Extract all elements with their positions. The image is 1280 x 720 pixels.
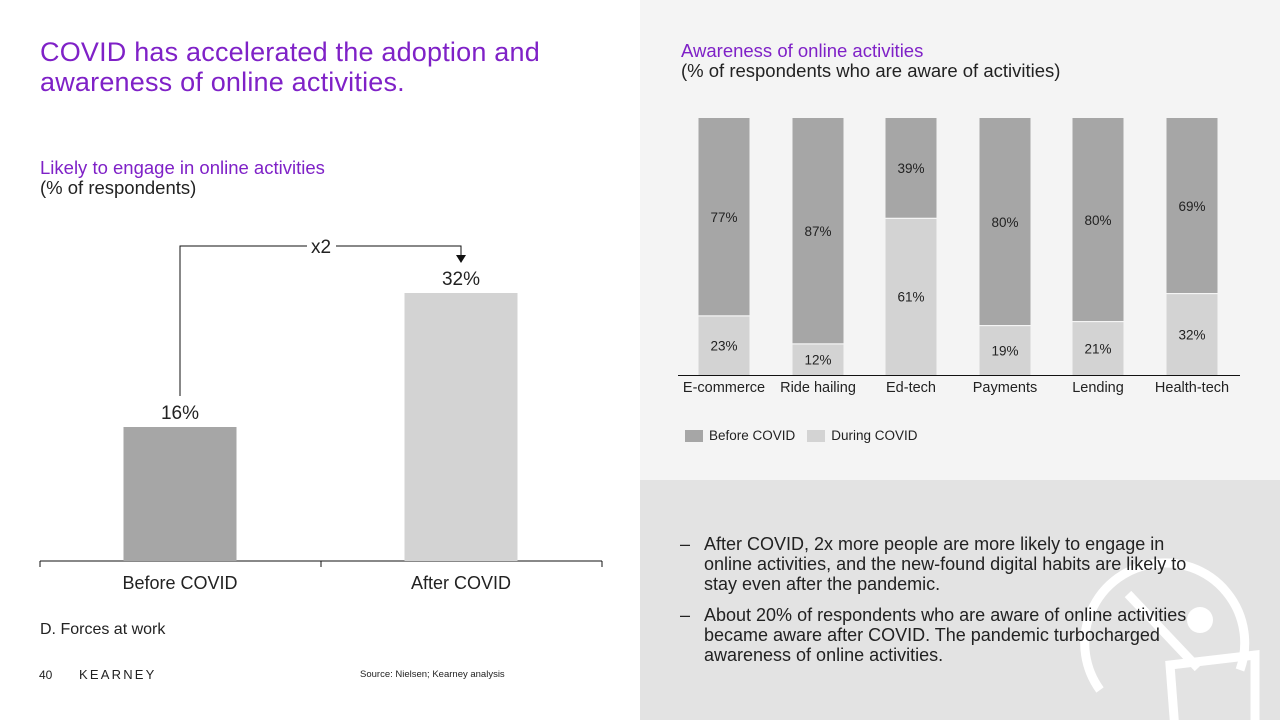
stacked-bar-chart: 77% 23% E-commerce 87% 12% Ride hailing 39% 61%… — [678, 118, 1240, 396]
left-category-label: After COVID — [411, 573, 511, 593]
x2-arrowhead — [456, 255, 466, 263]
section-label: D. Forces at work — [40, 621, 166, 638]
left-bar-value-label: 16% — [161, 403, 199, 424]
value-label-during: 19% — [991, 343, 1018, 358]
left-bar-value-label: 32% — [442, 269, 480, 290]
category-label: Payments — [973, 380, 1037, 396]
value-label-before: 39% — [897, 161, 924, 176]
category-label: Ed-tech — [886, 380, 936, 396]
legend-label-before: Before COVID — [709, 428, 796, 443]
left-bar — [404, 293, 518, 561]
value-label-during: 21% — [1084, 341, 1111, 356]
left-panel: COVID has accelerated the adoption and a… — [39, 37, 603, 682]
category-label: E-commerce — [683, 380, 765, 396]
bar-segment-before — [1166, 118, 1218, 294]
right-chart-subtitle: (% of respondents who are aware of activ… — [681, 60, 1061, 81]
value-label-before: 69% — [1178, 199, 1205, 214]
bar-segment-during — [1072, 321, 1124, 375]
bar-segment-before — [885, 118, 937, 219]
category-label: Lending — [1072, 380, 1124, 396]
bar-segment-before — [792, 118, 844, 344]
legend-item-during: During COVID — [807, 428, 918, 443]
legend-label-during: During COVID — [831, 428, 918, 443]
legend-swatch-during — [807, 429, 826, 442]
right-chart-heading: Awareness of online activities (% of res… — [681, 41, 1060, 81]
bar-segment-before — [698, 118, 750, 316]
bar-segment-during — [1166, 293, 1218, 375]
source-note: Source: Nielsen; Kearney analysis — [360, 669, 505, 680]
legend-item-before: Before COVID — [685, 428, 795, 443]
value-label-before: 80% — [991, 215, 1018, 230]
x2-connector — [179, 245, 462, 396]
left-chart-heading: Likely to engage in online activities (%… — [40, 158, 325, 198]
right-chart-title: Awareness of online activities — [681, 40, 924, 61]
takeaway-item: – About 20% of respondents who are aware … — [680, 605, 1187, 665]
bar-segment-before — [979, 118, 1031, 326]
left-bar — [123, 427, 237, 561]
page-number: 40 — [39, 668, 53, 682]
bar-segment-during — [979, 325, 1031, 375]
value-label-during: 23% — [710, 338, 737, 353]
value-label-before: 77% — [710, 210, 737, 225]
bar-segment-during — [885, 218, 937, 375]
category-label: Ride hailing — [780, 380, 856, 396]
kearney-logo: KEARNEY — [79, 667, 157, 682]
legend-swatch-before — [685, 429, 703, 442]
value-label-during: 61% — [897, 290, 924, 305]
value-label-before: 87% — [804, 224, 831, 239]
chart-legend: Before COVID During COVID — [685, 428, 930, 443]
value-label-during: 32% — [1178, 327, 1205, 342]
bar-segment-during — [792, 343, 844, 375]
left-chart-subtitle: (% of respondents) — [40, 177, 197, 198]
takeaways-panel: – After COVID, 2x more people are more li… — [640, 480, 1280, 720]
x2-label: x2 — [311, 237, 331, 258]
bar-segment-before — [1072, 118, 1124, 322]
decorative-icon — [1080, 558, 1260, 720]
takeaway-list: – After COVID, 2x more people are more li… — [680, 534, 1200, 676]
left-category-label: Before COVID — [122, 573, 237, 593]
bar-segment-during — [698, 315, 750, 375]
category-label: Health-tech — [1155, 380, 1229, 396]
left-bar-chart: x2 16% Before COVID 32% After COVID — [39, 237, 603, 593]
takeaway-item: – After COVID, 2x more people are more li… — [680, 534, 1187, 594]
value-label-during: 12% — [804, 352, 831, 367]
left-chart-title: Likely to engage in online activities — [40, 157, 325, 178]
slide-title: COVID has accelerated the adoption and a… — [40, 37, 540, 97]
value-label-before: 80% — [1084, 213, 1111, 228]
